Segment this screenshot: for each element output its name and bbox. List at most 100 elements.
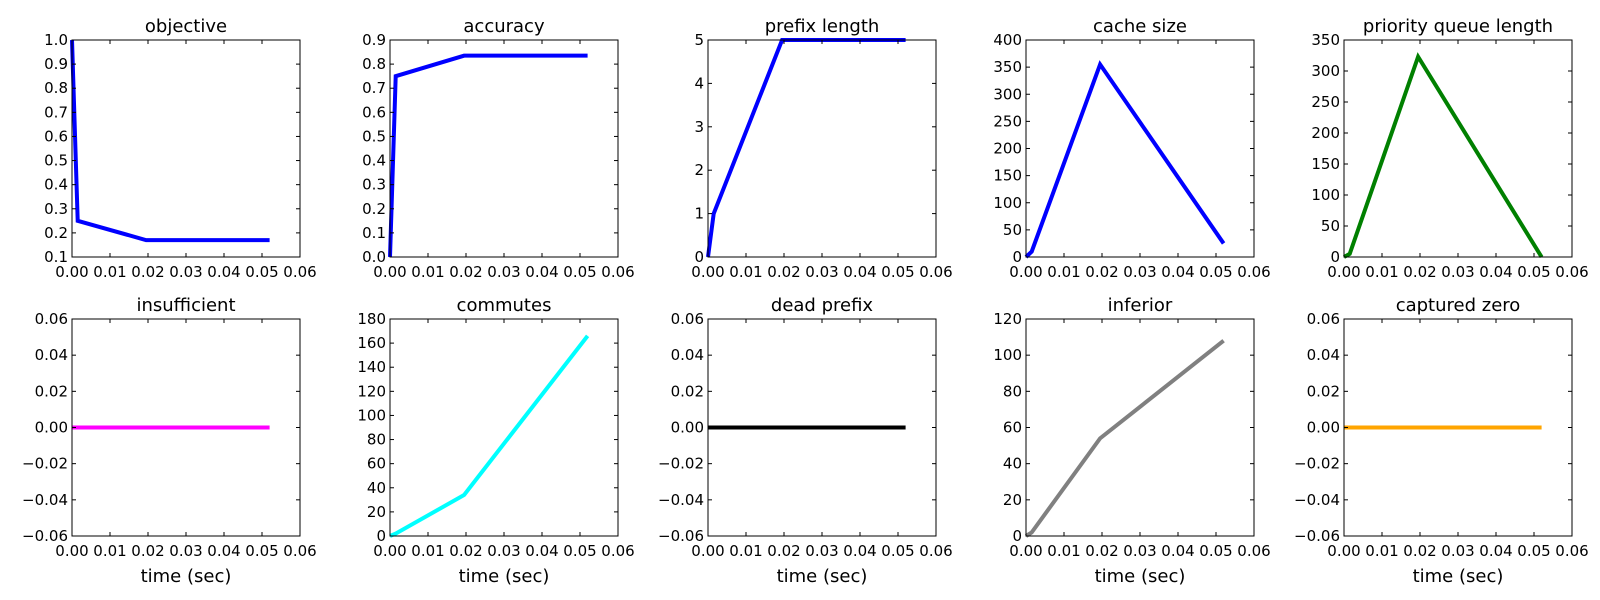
y-tick-label: 60 [1003,419,1022,437]
y-tick-label: 250 [1311,93,1340,111]
x-tick-label: 0.01 [729,542,762,560]
x-tick-label: 0.01 [1047,542,1080,560]
y-tick-label: 350 [993,58,1022,76]
x-tick-label: 0.01 [729,263,762,281]
x-tick-label: 0.00 [691,263,724,281]
series-line [1024,60,1226,259]
y-tick-label: 0.02 [1307,382,1340,400]
x-tick-label: 0.01 [93,542,126,560]
x-tick-label: 0.05 [1199,263,1232,281]
y-tick-label: 0.06 [671,310,704,328]
y-tick-label: 0.06 [1307,310,1340,328]
x-tick-label: 0.00 [1009,542,1042,560]
y-tick-label: −0.06 [1294,527,1340,545]
axes-frame [71,39,301,258]
x-tick-label: 0.00 [1327,263,1360,281]
y-tick-label: 40 [1003,455,1022,473]
x-tick-label: 0.00 [55,542,88,560]
x-tick-label: 0.01 [93,263,126,281]
x-tick-label: 0.06 [1237,542,1270,560]
y-tick-label: 250 [993,112,1022,130]
x-tick-label: 0.00 [691,542,724,560]
axes-frame [1025,318,1255,537]
subplot-captured-zero: 0.00 0.01 0.02 0.03 0.04 0.05 0.06 −0.06 −0.04 −0… [1294,295,1589,587]
y-tick-label: 0.1 [44,248,68,266]
y-tick-label: 40 [367,479,386,497]
y-tick-label: 0.3 [44,200,68,218]
y-tick-label: 0 [1012,527,1022,545]
y-tick-label: 0.06 [35,310,68,328]
x-tick-label: 0.05 [881,263,914,281]
x-tick-label: 0.06 [283,263,316,281]
y-tick-label: 160 [357,334,386,352]
y-tick-label: 0.3 [362,176,386,194]
x-tick-label: 0.04 [207,542,240,560]
x-tick-label: 0.05 [1517,542,1550,560]
y-tick-label: 0.00 [671,419,704,437]
y-tick-label: 0.04 [671,346,704,364]
y-tick-label: 0.00 [35,419,68,437]
y-tick-label: 0.8 [362,55,386,73]
axes-frame [1343,39,1573,258]
x-axis-label: time (sec) [777,566,868,587]
y-tick-label: −0.06 [658,527,704,545]
y-tick-label: 0.7 [362,79,386,97]
x-tick-label: 0.06 [1555,542,1588,560]
subplot-title: commutes [457,295,552,316]
subplot-title: captured zero [1396,295,1521,316]
series-line [70,39,270,243]
axes-frame [389,318,619,537]
y-tick-label: 0.0 [362,248,386,266]
x-tick-label: 0.02 [767,263,800,281]
y-tick-label: 120 [357,382,386,400]
y-tick-label: 5 [694,31,704,49]
series-line [388,53,588,258]
x-tick-label: 0.02 [449,263,482,281]
subplot-dead-prefix: 0.00 0.01 0.02 0.03 0.04 0.05 0.06 −0.06 −0.04 −0… [658,295,953,587]
y-tick-label: 0 [376,527,386,545]
y-tick-label: 0.2 [362,200,386,218]
x-tick-label: 0.04 [1161,542,1194,560]
x-tick-label: 0.02 [767,542,800,560]
y-tick-label: 80 [367,431,386,449]
y-tick-label: 200 [993,140,1022,158]
y-tick-label: 0.2 [44,224,68,242]
x-tick-label: 0.02 [449,542,482,560]
y-tick-label: 20 [367,503,386,521]
y-tick-label: 180 [357,310,386,328]
y-tick-label: 0.02 [35,382,68,400]
y-tick-label: 0.04 [35,346,68,364]
y-tick-label: 100 [993,194,1022,212]
x-tick-label: 0.05 [1517,263,1550,281]
y-tick-label: 0.8 [44,79,68,97]
x-tick-label: 0.03 [1441,263,1474,281]
x-tick-label: 0.02 [131,542,164,560]
x-tick-label: 0.01 [1047,263,1080,281]
x-tick-label: 0.05 [1199,542,1232,560]
x-tick-label: 0.06 [919,542,952,560]
x-tick-label: 0.01 [411,542,444,560]
y-tick-label: 0 [694,248,704,266]
y-tick-label: 0.9 [362,31,386,49]
series-line [1343,52,1544,259]
subplot-prefix-length: 0.00 0.01 0.02 0.03 0.04 0.05 0.06 0 1 2 3 4 5 prefix… [691,16,952,281]
x-tick-label: 0.04 [1479,263,1512,281]
subplot-title: insufficient [136,295,235,316]
subplot-accuracy: 0.00 0.01 0.02 0.03 0.04 0.05 0.06 0.0 0.1 0.2 0.3… [362,16,635,281]
x-tick-label: 0.04 [525,542,558,560]
series-line [1024,339,1225,538]
y-tick-label: 1.0 [44,31,68,49]
y-tick-label: 2 [694,161,704,179]
x-tick-label: 0.03 [169,263,202,281]
x-tick-label: 0.03 [805,542,838,560]
subplot-title: objective [145,16,227,37]
x-tick-label: 0.03 [1123,542,1156,560]
x-tick-label: 0.04 [1479,542,1512,560]
x-tick-label: 0.04 [207,263,240,281]
x-axis-label: time (sec) [1095,566,1186,587]
x-tick-label: 0.05 [563,542,596,560]
subplot-commutes: 0.00 0.01 0.02 0.03 0.04 0.05 0.06 0 20 40 60 80 100… [357,295,634,587]
subplot-title: cache size [1093,16,1187,37]
y-tick-label: 0.04 [1307,346,1340,364]
